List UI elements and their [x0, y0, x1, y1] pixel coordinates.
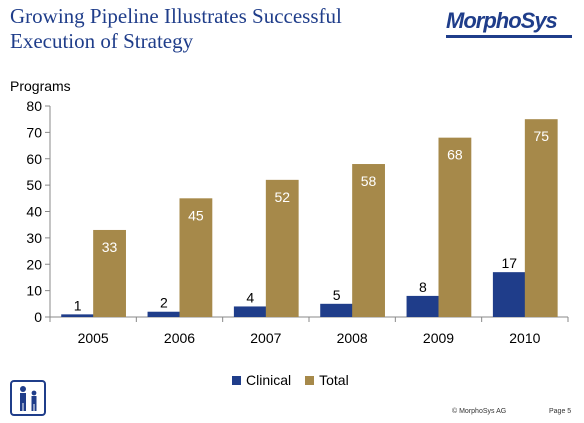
data-label-total: 75 [533, 128, 549, 144]
y-tick-label: 60 [26, 151, 42, 167]
data-label-total: 45 [188, 207, 204, 223]
legend-swatch-clinical [232, 375, 241, 385]
x-tick-label: 2008 [337, 330, 368, 346]
data-label-total: 58 [361, 173, 377, 189]
bar-clinical-2009 [406, 295, 440, 317]
y-tick-label: 30 [26, 230, 42, 246]
x-tick-label: 2005 [78, 330, 109, 346]
chart-legend: Clinical Total [232, 372, 363, 388]
y-axis-label: Programs [10, 78, 71, 94]
x-tick-label: 2007 [250, 330, 281, 346]
legend-item-clinical: Clinical [232, 372, 291, 388]
x-tick-label: 2009 [423, 330, 454, 346]
bar-total-2005 [93, 229, 126, 317]
data-label-clinical: 17 [502, 255, 518, 271]
bar-clinical-2007 [233, 306, 267, 317]
logo-text: MorphoSys [446, 8, 558, 33]
legend-label-clinical: Clinical [246, 372, 292, 388]
y-tick-label: 0 [34, 309, 42, 325]
page-number: Page 5 [549, 408, 572, 415]
clinical-figures-icon [10, 380, 46, 416]
bar-total-2007 [265, 179, 299, 317]
logo-underline [446, 35, 572, 38]
y-tick-label: 70 [26, 124, 42, 140]
y-tick-label: 50 [26, 177, 42, 193]
data-label-clinical: 8 [419, 279, 427, 295]
copyright-text: © MorphoSys AG [452, 408, 507, 415]
data-label-clinical: 1 [74, 297, 82, 313]
bar-clinical-2010 [492, 272, 526, 317]
title-line-2: Execution of Strategy [10, 29, 194, 53]
x-tick-label: 2006 [164, 330, 195, 346]
data-label-total: 52 [274, 189, 290, 205]
bar-total-2009 [438, 137, 472, 317]
y-tick-label: 10 [26, 283, 42, 299]
data-label-clinical: 2 [160, 295, 168, 311]
x-tick-label: 2010 [509, 330, 540, 346]
page-title: Growing Pipeline Illustrates Successful … [10, 4, 410, 54]
morphosys-logo: MorphoSys [446, 8, 572, 38]
bar-total-2008 [352, 164, 385, 317]
bar-clinical-2005 [61, 314, 95, 317]
bar-clinical-2008 [320, 303, 354, 317]
bar-total-2010 [524, 119, 558, 317]
bar-clinical-2006 [147, 311, 181, 317]
y-tick-label: 40 [26, 204, 42, 220]
legend-label-total: Total [319, 372, 349, 388]
legend-item-total: Total [305, 372, 349, 388]
data-label-clinical: 4 [246, 289, 254, 305]
y-tick-label: 80 [26, 98, 42, 114]
bar-total-2006 [179, 198, 213, 317]
legend-swatch-total [305, 375, 315, 385]
data-label-total: 33 [102, 239, 118, 255]
bar-chart: Programs 0 10 20 30 40 50 60 70 80 2005 2006 2007 200… [10, 78, 569, 346]
title-line-1: Growing Pipeline Illustrates Successful [10, 4, 342, 28]
data-label-total: 68 [447, 147, 463, 163]
y-tick-label: 20 [26, 256, 42, 272]
data-label-clinical: 5 [333, 287, 341, 303]
